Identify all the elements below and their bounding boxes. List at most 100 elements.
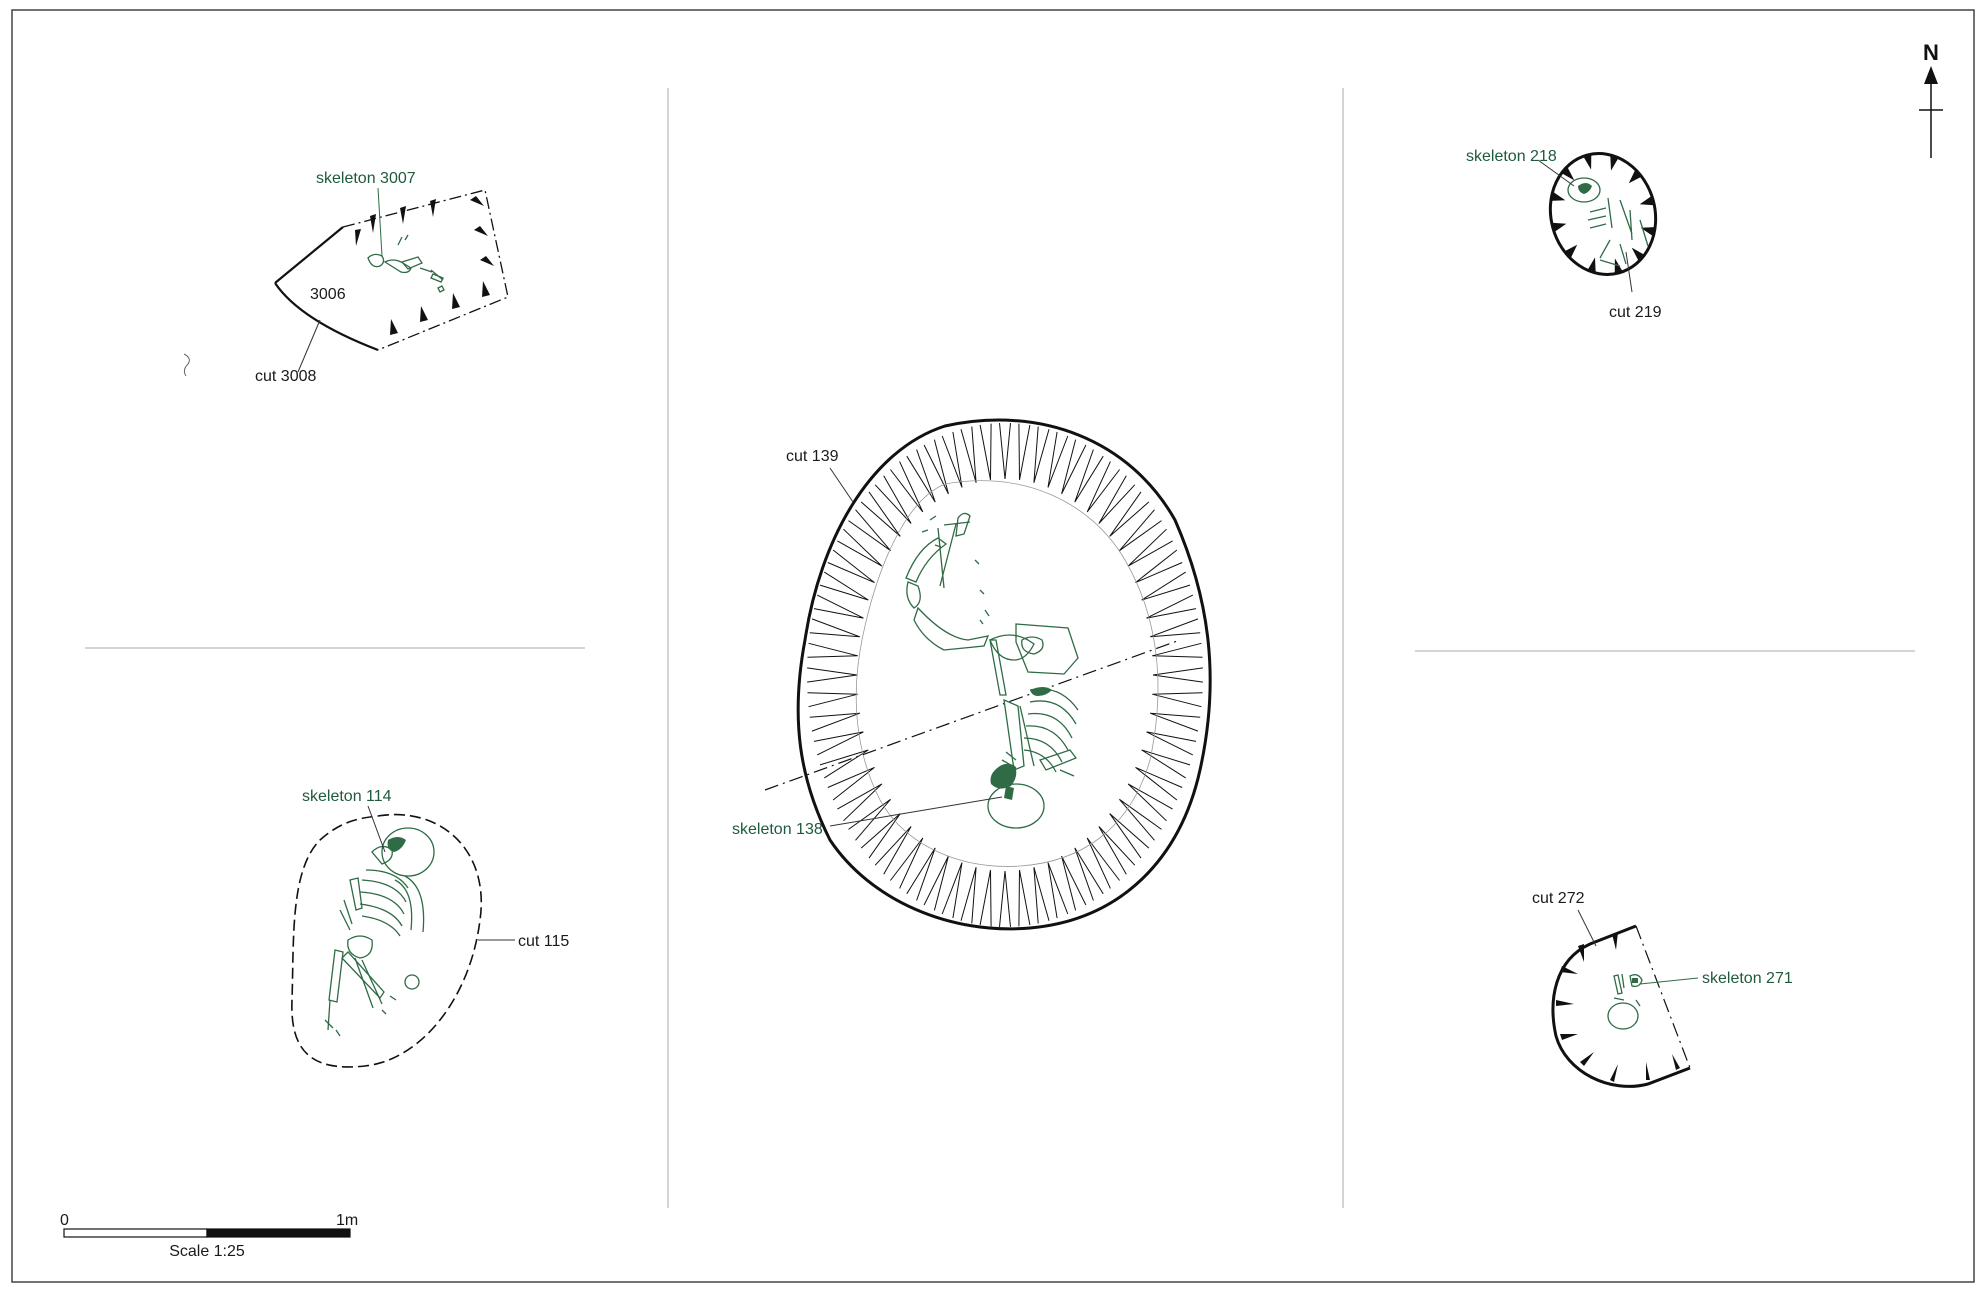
hachure-tick (1152, 692, 1203, 708)
cut-219-leader (1625, 251, 1633, 293)
hachure-tick (1152, 642, 1203, 658)
hachure-tick (807, 692, 858, 708)
hachure-tick (1119, 798, 1162, 841)
cut-139-leader (829, 467, 854, 503)
hachure-tick (1150, 618, 1201, 638)
hachure-tick (1018, 870, 1031, 927)
hachure-tick (1047, 431, 1069, 488)
hachure-tick (979, 870, 992, 927)
hachure-tick (890, 461, 924, 513)
cut-272-section-edge (1635, 925, 1691, 1069)
hachure-tick (999, 870, 1011, 927)
cut-219-outline (1548, 152, 1658, 276)
hachure-tick (1146, 594, 1197, 619)
scale-bar-start-label: 0 (60, 1212, 69, 1229)
skeleton-271-label: skeleton 271 (1702, 970, 1793, 987)
skeleton-138-drawing (905, 512, 1079, 829)
skeleton-114-leader (367, 805, 386, 853)
hachure-tick (1061, 855, 1087, 911)
hachure-tick (1074, 847, 1104, 901)
cut-115-label: cut 115 (518, 933, 569, 950)
hachure-tick (827, 766, 875, 801)
north-arrow-icon: N (1919, 40, 1943, 158)
hachure-tick (874, 826, 912, 875)
burial-219: skeleton 218 cut 219 (1466, 148, 1662, 321)
cut-3008-section-edge (342, 189, 509, 351)
hachure-tick (837, 783, 883, 822)
burial-272: cut 272 skeleton 271 (1532, 890, 1793, 1088)
hachure-tick (923, 855, 949, 911)
panel-dividers (85, 88, 1915, 1208)
skeleton-138-label: skeleton 138 (732, 821, 823, 838)
hachure-tick (807, 642, 858, 658)
hachure-tick (809, 618, 860, 638)
scale-bar-end-label: 1m (336, 1212, 358, 1229)
hachure-tick (941, 862, 963, 919)
skeleton-3007-leader (377, 187, 383, 257)
hachure-tick (941, 431, 963, 488)
hachure-tick (1150, 712, 1201, 732)
hachure-tick (1146, 731, 1197, 756)
hachure-tick (979, 423, 992, 480)
hachure-tick (1119, 509, 1162, 552)
cut-272-hachures (1556, 932, 1680, 1082)
scale-bar-black-segment (206, 1228, 351, 1238)
hachure-tick (890, 837, 924, 889)
hachure-tick (1033, 426, 1050, 483)
hachure-tick (809, 712, 860, 732)
cut-272-outline (1551, 924, 1691, 1088)
hachure-tick (1561, 166, 1575, 181)
scale-bar: 0 1m Scale 1:25 (60, 1212, 358, 1260)
cut-139-base-outline (855, 480, 1159, 867)
cut-272-label: cut 272 (1532, 890, 1585, 907)
hachure-tick (1098, 475, 1136, 524)
skeleton-3007-drawing (367, 234, 445, 293)
hachure-tick (923, 439, 949, 495)
hachure-tick (1061, 439, 1087, 495)
hachure-tick (813, 594, 864, 619)
hachure-tick (848, 798, 891, 841)
stray-mark (183, 353, 190, 377)
cut-3008-label: cut 3008 (255, 368, 316, 385)
hachure-tick (860, 491, 901, 537)
hachure-tick (874, 475, 912, 524)
hachure-tick (1109, 491, 1150, 537)
hachure-tick (960, 426, 977, 483)
hachure-tick (1631, 247, 1645, 262)
cut-272-leader (1577, 909, 1597, 947)
skeleton-271-leader (1639, 977, 1699, 985)
skeleton-218-leader (1537, 159, 1575, 187)
hachure-tick (1583, 154, 1592, 170)
hachure-tick (1086, 461, 1120, 513)
hachure-tick (906, 847, 936, 901)
cut-3008-leader (297, 319, 321, 373)
cut-139-section-line (764, 639, 1181, 791)
hachure-tick (1141, 749, 1191, 779)
hachure-tick (819, 571, 869, 601)
hachure-tick (837, 528, 883, 567)
hachure-tick (1127, 528, 1173, 567)
skeleton-3007-label: skeleton 3007 (316, 170, 416, 187)
cut-139-hachures (807, 423, 1203, 927)
hachure-tick (827, 549, 875, 584)
hachure-tick (1018, 423, 1031, 480)
hachure-tick (1033, 867, 1050, 924)
hachure-tick (1109, 813, 1150, 859)
skeleton-271-drawing (1607, 973, 1643, 1030)
scale-bar-white-segment (63, 1228, 208, 1238)
skeleton-218-drawing (1567, 177, 1649, 267)
fill-3006-label: 3006 (310, 286, 346, 303)
cut-3008-hachures (355, 196, 494, 335)
burial-139: cut 139 skeleton 138 (732, 418, 1212, 931)
hachure-tick (1628, 169, 1642, 184)
hachure-tick (1135, 549, 1183, 584)
skeleton-138-leader (829, 796, 1003, 827)
scale-bar-caption: Scale 1:25 (169, 1243, 245, 1260)
cut-3008-outline (274, 226, 379, 352)
hachure-tick (906, 449, 936, 503)
hachure-tick (1074, 449, 1104, 503)
hachure-tick (1564, 244, 1578, 259)
north-arrow-label: N (1923, 40, 1939, 65)
